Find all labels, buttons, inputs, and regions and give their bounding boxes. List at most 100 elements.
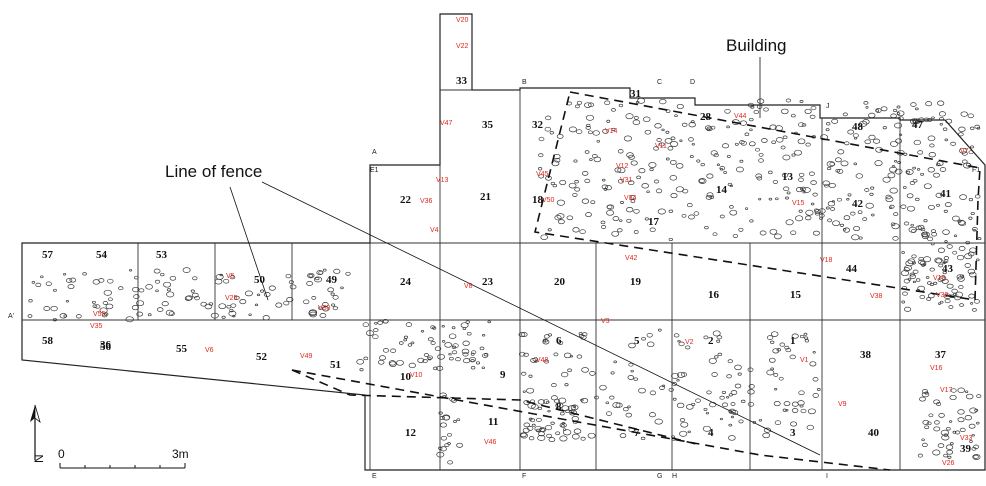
stone [185,295,193,301]
stone [851,234,860,241]
trench-number: 24 [400,276,412,288]
north-label: N [32,454,46,463]
find-number: V46 [484,439,497,446]
stone [943,453,949,458]
stone [617,149,624,154]
stone [568,182,577,189]
stone [976,394,982,398]
stone [438,411,443,415]
stone [929,143,935,148]
stone [462,327,467,330]
stone [816,388,821,391]
stone [827,218,833,223]
stone [611,127,616,131]
stone [373,328,379,333]
stone [427,357,432,361]
stone [518,351,526,357]
stone [544,126,551,132]
stone [719,395,725,400]
scale-bar [59,463,186,469]
stone [847,193,852,197]
stone [748,384,755,389]
stone [917,285,926,292]
stone [922,256,932,263]
stone [948,420,953,423]
find-number: V15 [792,200,805,207]
stone [286,297,294,303]
stone [864,139,871,145]
stone [946,426,951,431]
stone [665,109,671,113]
stone [826,166,832,171]
find-number: V26 [942,460,955,467]
stone [103,289,112,296]
stone [702,425,711,432]
stone [785,98,792,103]
stone [859,120,868,127]
stone [161,301,169,307]
stone [691,142,695,146]
stone [939,123,943,126]
stone [900,204,907,209]
stone [444,443,450,447]
find-number: V6 [205,347,214,354]
find-number: V5 [226,273,235,280]
stone [447,432,452,437]
stone [768,197,773,201]
grid-tag: J [826,103,830,110]
stone [911,254,917,259]
stone [160,272,165,277]
stone [562,429,572,436]
stone [740,399,746,404]
stone [311,296,317,300]
stone [670,141,679,147]
stone [649,167,654,172]
find-number: V48 [536,357,549,364]
stone [950,388,957,393]
stone [456,442,463,448]
stone [165,309,174,316]
stone [880,106,888,112]
stone [555,431,561,435]
stone [125,316,134,323]
find-number: V50 [542,197,555,204]
stone [423,353,429,357]
stone [938,275,947,281]
stone [407,343,413,347]
stone [889,206,893,209]
stone [805,209,814,216]
stone [750,105,755,109]
stone [933,172,940,178]
stone [239,299,247,305]
stone [518,332,526,338]
stone [405,322,413,327]
stone [313,276,323,283]
stone [971,433,975,437]
stone [626,218,632,223]
stone [538,136,545,142]
stone [550,421,555,425]
stone [839,223,845,227]
stone [949,442,954,446]
stone [830,207,836,211]
stone [689,155,694,159]
stone [890,113,897,119]
grid-tag: D [690,79,695,86]
stone [194,295,200,301]
stone [894,168,903,175]
stone [441,340,446,343]
find-number: V8 [464,283,473,290]
stone [944,240,948,243]
stone [712,232,718,237]
stone [836,197,842,202]
stone [303,299,310,305]
stone [559,435,568,442]
stone [735,166,744,173]
stone [905,260,914,267]
stone [758,197,762,201]
stone [906,193,914,199]
stone [759,230,767,236]
stone [308,309,318,316]
stone [941,434,950,441]
stone [802,187,811,193]
